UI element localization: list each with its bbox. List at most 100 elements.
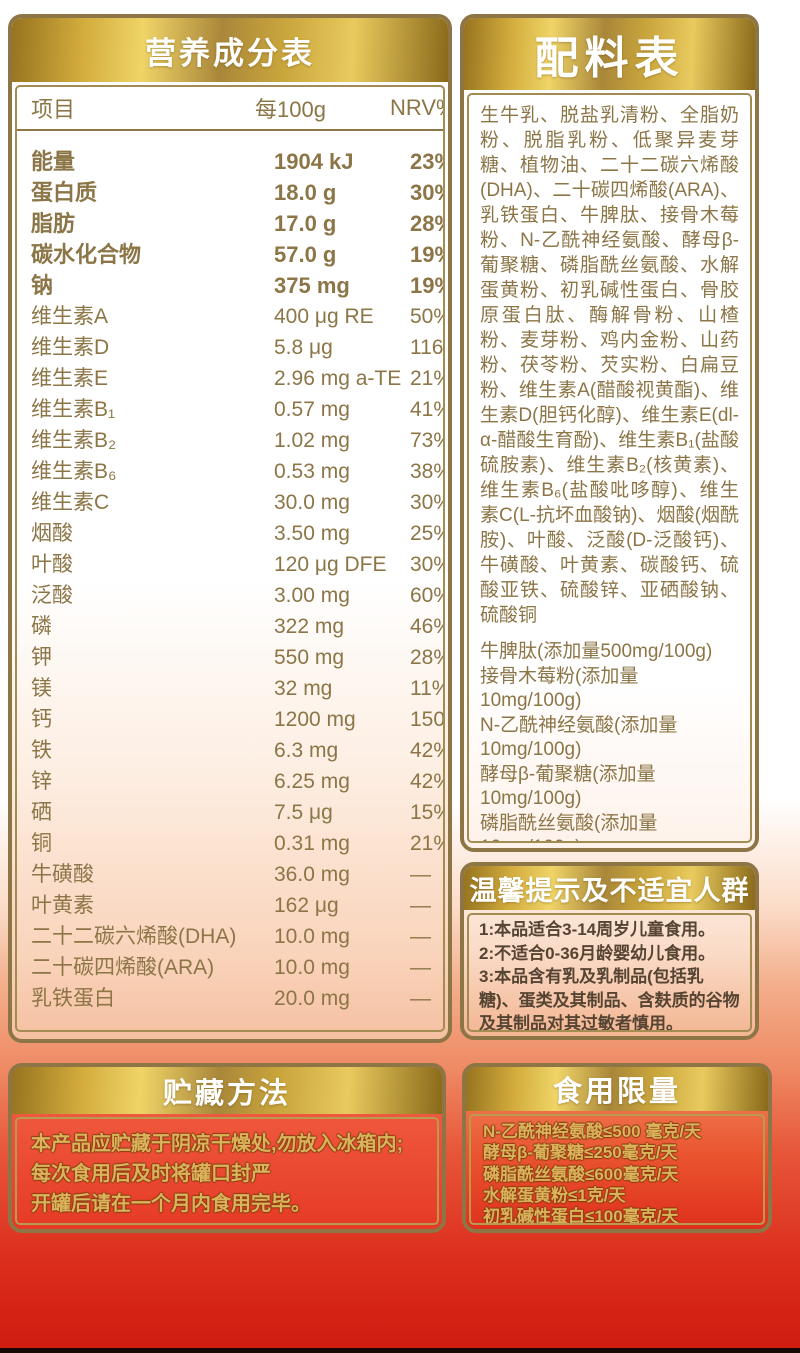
nutrient-name: 镁: [31, 677, 52, 700]
nutrient-value: 32 mg: [274, 677, 333, 700]
tips-body: 1:本品适合3-14周岁儿童食用。 2:不适合0-36月龄婴幼儿食用。 3:本品…: [467, 913, 752, 1032]
nutrient-name: 维生素B₂: [31, 429, 117, 452]
table-row: 钾 550 mg 28%: [17, 642, 443, 673]
nutrient-nrv: —: [410, 987, 431, 1010]
nutrient-nrv: 19%: [410, 273, 443, 298]
nutrient-name: 碳水化合物: [31, 242, 142, 267]
table-row: 叶黄素 162 μg —: [17, 890, 443, 921]
storage-title: 贮藏方法: [162, 1077, 291, 1110]
nutrient-nrv: 38%: [410, 460, 443, 483]
nutrient-value: 6.25 mg: [274, 770, 350, 793]
nutrient-name: 钾: [31, 646, 52, 669]
limit-line: 酵母β-葡聚糖≤250毫克/天: [483, 1143, 678, 1163]
nutrient-nrv: 30%: [410, 180, 443, 205]
ingredients-panel: 配料表 生牛乳、脱盐乳清粉、全脂奶粉、脱脂乳粉、低聚异麦芽糖、植物油、二十二碳六…: [460, 14, 759, 852]
table-row: 维生素B₆ 0.53 mg 38%: [17, 456, 443, 487]
table-row: 铁 6.3 mg 42%: [17, 735, 443, 766]
nutrient-name: 铜: [31, 832, 52, 855]
ingredients-text: 生牛乳、脱盐乳清粉、全脂奶粉、脱脂乳粉、低聚异麦芽糖、植物油、二十二碳六烯酸(D…: [480, 105, 739, 626]
nutrient-nrv: 21%: [410, 832, 443, 855]
nutrient-name: 能量: [31, 149, 76, 174]
nutrient-nrv: 25%: [410, 522, 443, 545]
nutrient-name: 磷: [31, 615, 52, 638]
nutrient-name: 维生素D: [31, 336, 110, 359]
limit-line: N-乙酰神经氨酸≤500 毫克/天: [483, 1122, 702, 1141]
nutrient-value: 0.31 mg: [274, 832, 350, 855]
table-row: 叶酸 120 μg DFE 30%: [17, 549, 443, 580]
nutrient-name: 维生素E: [31, 367, 109, 390]
limit-line: 水解蛋黄粉≤1克/天: [483, 1185, 626, 1205]
list-item: 磷脂酰丝氨酸(添加量10mg/100g): [480, 812, 658, 842]
nutrition-rows: 能量 1904 kJ 23% 蛋白质 18.0 g 30% 脂肪 17.0 g …: [17, 131, 443, 1014]
nutrient-nrv: —: [410, 956, 431, 979]
nutrient-nrv: 28%: [410, 646, 443, 669]
nutrient-value: 375 mg: [274, 273, 350, 298]
table-row: 维生素B₁ 0.57 mg 41%: [17, 394, 443, 425]
list-item: N-乙酰神经氨酸(添加量10mg/100g): [480, 714, 678, 761]
table-row: 二十碳四烯酸(ARA) 10.0 mg —: [17, 952, 443, 983]
nutrient-value: 3.50 mg: [274, 522, 350, 545]
storage-title-band: 贮藏方法: [12, 1067, 442, 1114]
nutrient-name: 二十二碳六烯酸(DHA): [31, 925, 237, 948]
table-row: 牛磺酸 36.0 mg —: [17, 859, 443, 890]
nutrient-nrv: —: [410, 894, 431, 917]
nutrient-value: 0.57 mg: [274, 398, 350, 421]
nutrition-table: 项目 每100g NRV% 能量 1904 kJ 23% 蛋白质 18.0 g: [15, 85, 445, 1032]
nutrient-nrv: 60%: [410, 584, 443, 607]
nutrient-nrv: 28%: [410, 211, 443, 236]
limits-title: 食用限量: [552, 1076, 681, 1108]
bottom-black-strip: [0, 1348, 800, 1353]
table-row: 维生素E 2.96 mg a-TE 21%: [17, 363, 443, 394]
nutrient-nrv: 116%: [410, 336, 444, 359]
nutrient-value: 550 mg: [274, 646, 345, 669]
nutrient-name: 叶黄素: [31, 894, 94, 917]
nutrient-name: 铁: [31, 739, 52, 762]
nutrition-title: 营养成分表: [145, 35, 315, 71]
table-row: 碳水化合物 57.0 g 19%: [17, 239, 443, 270]
list-item: 酵母β-葡聚糖(添加量10mg/100g): [480, 763, 656, 810]
nutrient-value: 18.0 g: [274, 180, 337, 205]
col-header-item: 项目: [31, 97, 76, 122]
nutrient-nrv: 19%: [410, 242, 443, 267]
nutrient-nrv: 73%: [410, 429, 443, 452]
nutrient-name: 锌: [31, 770, 52, 793]
nutrient-nrv: 46%: [410, 615, 443, 638]
nutrient-value: 400 μg RE: [274, 305, 374, 328]
table-row: 维生素A 400 μg RE 50%: [17, 301, 443, 332]
nutrient-value: 120 μg DFE: [274, 553, 387, 576]
storage-line: 本产品应贮藏于阴凉干燥处,勿放入冰箱内;: [31, 1133, 404, 1155]
tips-title-band: 温馨提示及不适宜人群: [464, 866, 755, 910]
nutrition-table-header: 项目 每100g NRV%: [17, 87, 443, 131]
nutrient-value: 7.5 μg: [274, 801, 333, 824]
col-header-per100g: 每100g: [255, 97, 326, 122]
nutrient-nrv: 30%: [410, 491, 443, 514]
nutrient-value: 36.0 mg: [274, 863, 350, 886]
table-row: 硒 7.5 μg 15%: [17, 797, 443, 828]
nutrient-name: 泛酸: [31, 584, 73, 607]
nutrition-panel: 营养成分表 项目 每100g NRV% 能量 1904 kJ 23% 蛋白质: [8, 14, 452, 1043]
nutrient-value: 322 mg: [274, 615, 345, 638]
nutrient-value: 6.3 mg: [274, 739, 339, 762]
nutrient-nrv: 23%: [410, 149, 443, 174]
nutrient-nrv: 41%: [410, 398, 443, 421]
table-row: 维生素D 5.8 μg 116%: [17, 332, 443, 363]
table-row: 锌 6.25 mg 42%: [17, 766, 443, 797]
additive-list: 牛脾肽(添加量500mg/100g) 接骨木莓粉(添加量10mg/100g) N…: [480, 640, 739, 842]
nutrient-name: 钙: [31, 708, 52, 731]
nutrient-value: 162 μg: [274, 894, 339, 917]
table-row: 维生素C 30.0 mg 30%: [17, 487, 443, 518]
limit-line: 磷脂酰丝氨酸≤600毫克/天: [483, 1164, 679, 1184]
nutrient-value: 10.0 mg: [274, 925, 350, 948]
table-row: 钙 1200 mg 150%: [17, 704, 443, 735]
nutrient-name: 钠: [31, 273, 54, 298]
nutrient-name: 硒: [31, 801, 52, 824]
storage-line: 开罐后请在一个月内食用完毕。: [31, 1193, 311, 1215]
nutrient-name: 脂肪: [31, 211, 76, 236]
nutrient-value: 30.0 mg: [274, 491, 350, 514]
nutrient-name: 维生素B₁: [31, 398, 116, 421]
storage-body: 本产品应贮藏于阴凉干燥处,勿放入冰箱内; 每次食用后及时将罐口封严 开罐后请在一…: [15, 1117, 439, 1225]
nutrient-value: 2.96 mg a-TE: [274, 367, 402, 390]
nutrient-value: 57.0 g: [274, 242, 337, 267]
nutrient-nrv: 11%: [410, 677, 443, 700]
